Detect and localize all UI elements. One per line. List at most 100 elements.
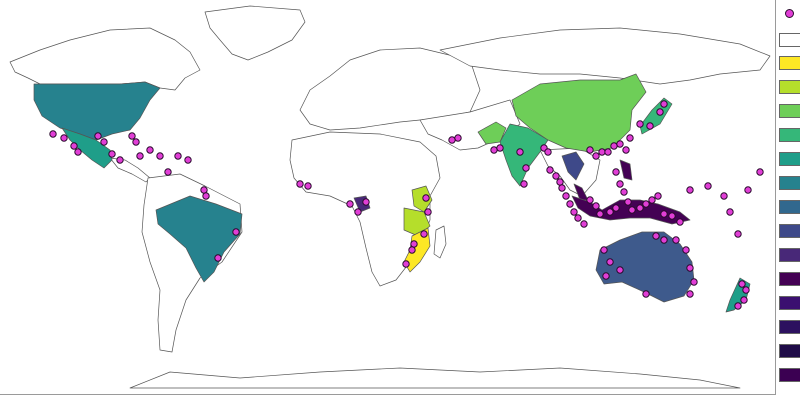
- site-marker[interactable]: [552, 172, 560, 180]
- site-marker[interactable]: [620, 188, 628, 196]
- site-marker[interactable]: [652, 232, 660, 240]
- site-marker[interactable]: [636, 120, 644, 128]
- site-marker[interactable]: [232, 228, 240, 236]
- region-china[interactable]: [511, 73, 647, 153]
- site-marker[interactable]: [520, 180, 528, 188]
- site-marker[interactable]: [574, 214, 582, 222]
- site-marker[interactable]: [562, 192, 570, 200]
- site-marker[interactable]: [496, 144, 504, 152]
- site-marker[interactable]: [420, 230, 428, 238]
- site-marker[interactable]: [660, 236, 668, 244]
- site-marker[interactable]: [164, 168, 172, 176]
- site-marker[interactable]: [304, 182, 312, 190]
- site-marker[interactable]: [60, 134, 68, 142]
- site-marker[interactable]: [516, 148, 524, 156]
- site-marker[interactable]: [686, 186, 694, 194]
- site-marker[interactable]: [744, 186, 752, 194]
- site-marker[interactable]: [720, 192, 728, 200]
- site-marker[interactable]: [136, 152, 144, 160]
- site-marker[interactable]: [354, 208, 362, 216]
- site-marker[interactable]: [592, 202, 600, 210]
- site-marker[interactable]: [346, 200, 354, 208]
- site-marker[interactable]: [132, 138, 140, 146]
- world-map[interactable]: [0, 0, 776, 395]
- site-marker[interactable]: [642, 200, 650, 208]
- site-marker[interactable]: [656, 108, 664, 116]
- site-marker[interactable]: [422, 194, 430, 202]
- site-marker[interactable]: [704, 182, 712, 190]
- region-brazil[interactable]: [155, 195, 243, 283]
- site-marker[interactable]: [626, 134, 634, 142]
- site-marker[interactable]: [296, 180, 304, 188]
- site-marker[interactable]: [646, 122, 654, 130]
- site-marker[interactable]: [654, 192, 662, 200]
- site-marker[interactable]: [424, 208, 432, 216]
- site-marker[interactable]: [94, 132, 102, 140]
- site-marker[interactable]: [600, 246, 608, 254]
- site-marker[interactable]: [362, 198, 370, 206]
- site-marker[interactable]: [410, 240, 418, 248]
- site-marker[interactable]: [616, 180, 624, 188]
- site-marker[interactable]: [202, 192, 210, 200]
- site-marker[interactable]: [108, 150, 116, 158]
- site-marker[interactable]: [586, 146, 594, 154]
- site-marker[interactable]: [580, 220, 588, 228]
- site-marker[interactable]: [690, 278, 698, 286]
- site-marker[interactable]: [116, 156, 124, 164]
- site-marker[interactable]: [672, 236, 680, 244]
- site-marker[interactable]: [74, 148, 82, 156]
- region-usa[interactable]: [33, 81, 161, 141]
- site-marker[interactable]: [408, 246, 416, 254]
- site-marker[interactable]: [544, 148, 552, 156]
- site-marker[interactable]: [174, 152, 182, 160]
- site-marker[interactable]: [546, 166, 554, 174]
- site-marker[interactable]: [402, 260, 410, 268]
- site-marker[interactable]: [49, 130, 57, 138]
- site-marker[interactable]: [156, 152, 164, 160]
- region-kenya[interactable]: [411, 185, 433, 213]
- site-marker[interactable]: [616, 266, 624, 274]
- region-pakistan[interactable]: [477, 121, 507, 145]
- site-marker[interactable]: [686, 264, 694, 272]
- site-marker[interactable]: [636, 204, 644, 212]
- region-philippines[interactable]: [619, 159, 633, 181]
- site-marker[interactable]: [628, 206, 636, 214]
- site-marker[interactable]: [742, 286, 750, 294]
- site-marker[interactable]: [490, 146, 498, 154]
- site-marker[interactable]: [622, 146, 630, 154]
- site-marker[interactable]: [200, 186, 208, 194]
- site-marker[interactable]: [612, 204, 620, 212]
- site-marker[interactable]: [612, 168, 620, 176]
- site-marker[interactable]: [454, 134, 462, 142]
- site-marker[interactable]: [596, 210, 604, 218]
- site-marker[interactable]: [602, 272, 610, 280]
- site-marker[interactable]: [570, 208, 578, 216]
- site-marker[interactable]: [606, 258, 614, 266]
- site-marker[interactable]: [566, 200, 574, 208]
- site-marker[interactable]: [598, 148, 606, 156]
- region-thailand[interactable]: [561, 151, 585, 181]
- site-marker[interactable]: [184, 156, 192, 164]
- site-marker[interactable]: [610, 142, 618, 150]
- site-marker[interactable]: [592, 152, 600, 160]
- site-marker[interactable]: [616, 140, 624, 148]
- site-marker[interactable]: [682, 246, 690, 254]
- site-marker[interactable]: [586, 196, 594, 204]
- site-marker[interactable]: [606, 208, 614, 216]
- region-australia[interactable]: [595, 231, 695, 303]
- site-marker[interactable]: [642, 290, 650, 298]
- site-marker[interactable]: [522, 164, 530, 172]
- site-marker[interactable]: [686, 290, 694, 298]
- site-marker[interactable]: [146, 146, 154, 154]
- site-marker[interactable]: [734, 230, 742, 238]
- site-marker[interactable]: [214, 254, 222, 262]
- site-marker[interactable]: [624, 198, 632, 206]
- site-marker[interactable]: [648, 196, 656, 204]
- site-marker[interactable]: [100, 138, 108, 146]
- site-marker[interactable]: [660, 100, 668, 108]
- site-marker[interactable]: [128, 132, 136, 140]
- site-marker[interactable]: [676, 218, 684, 226]
- site-marker[interactable]: [738, 280, 746, 288]
- site-marker[interactable]: [756, 168, 764, 176]
- site-marker[interactable]: [726, 208, 734, 216]
